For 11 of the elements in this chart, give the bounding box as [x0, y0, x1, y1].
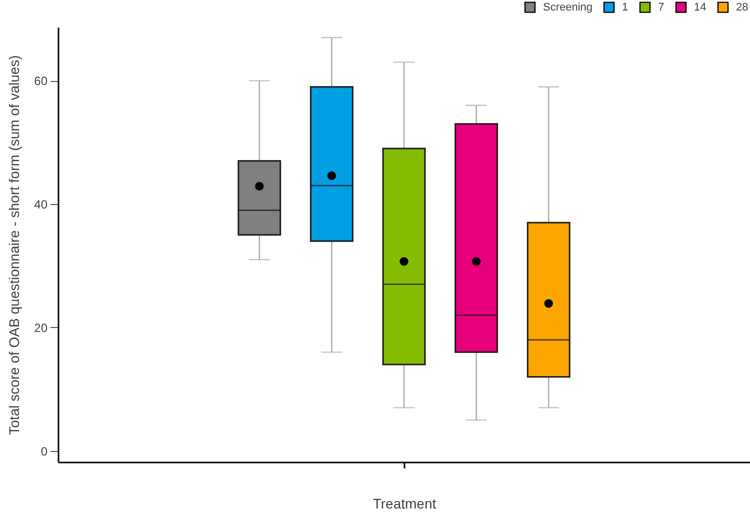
legend-label: 7 [658, 1, 664, 14]
legend-label: 14 [694, 1, 706, 14]
y-tick-label: 20 [34, 320, 48, 335]
x-axis-title: Treatment [372, 496, 436, 512]
y-axis-title: Total score of OAB questionnaire - short form (sum of values) [6, 55, 22, 435]
y-tick-label: 60 [34, 74, 48, 88]
y-tick-label: 40 [34, 198, 48, 212]
legend-label: Screening [543, 1, 593, 14]
legend-label: 28 [736, 1, 748, 14]
legend-label: 1 [622, 1, 628, 14]
y-tick-label: 0 [40, 444, 48, 458]
